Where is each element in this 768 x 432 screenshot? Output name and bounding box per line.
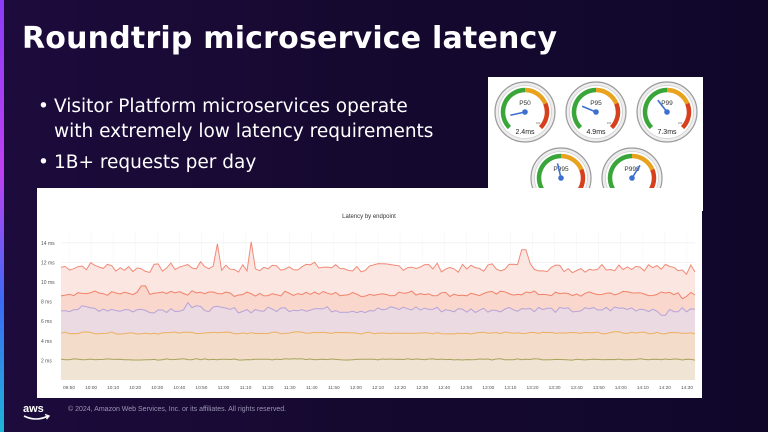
gauge-scale-max: 100 <box>607 121 612 125</box>
latency-chart-panel: Latency by endpoint 2 ms 4 ms 6 ms 8 ms 10 m… <box>37 188 702 398</box>
gauge-hub <box>593 109 599 115</box>
slide-title: Roundtrip microservice latency <box>22 21 558 56</box>
bullet-list: Visitor Platform microservices operate w… <box>38 94 433 181</box>
gauge-band <box>595 87 619 105</box>
bullet-item: Visitor Platform microservices operate w… <box>38 94 433 144</box>
gauge-scale-max: 100 <box>536 121 541 125</box>
gauge-value: 2.4ms <box>515 129 535 136</box>
x-tick-label: 10:00 <box>85 385 97 391</box>
x-tick-label: 11:50 <box>328 385 340 391</box>
x-tick-label: 13:20 <box>526 385 538 391</box>
gauge-value: 7.3ms <box>657 129 677 136</box>
x-tick-label: 11:00 <box>218 385 230 391</box>
gauge-band <box>680 102 692 130</box>
gauge-band <box>631 153 655 171</box>
x-tick-label: 14:20 <box>659 385 671 391</box>
y-tick-label: 12 ms <box>41 260 55 266</box>
gauge-band <box>524 87 548 105</box>
gauge-p95: P95 100 4.9ms <box>565 81 627 143</box>
bullet-text: 1B+ requests per day <box>54 152 257 173</box>
x-tick-label: 14:10 <box>637 385 649 391</box>
gauge-band <box>560 153 584 171</box>
x-tick-label: 10:50 <box>195 385 207 391</box>
gauge-label: P50 <box>519 100 531 107</box>
x-tick-label: 13:40 <box>571 385 583 391</box>
gauge-hub <box>522 109 528 115</box>
x-tick-label: 12:50 <box>460 385 472 391</box>
bullet-item: 1B+ requests per day <box>38 150 433 175</box>
series-line-endpoint-4 <box>60 331 696 335</box>
gauge-value: 4.9ms <box>586 129 606 136</box>
gauge-scale-max: 100 <box>678 121 683 125</box>
gauge-hub <box>558 175 564 181</box>
x-tick-label: 12:30 <box>416 385 428 391</box>
gauge-band <box>666 87 690 105</box>
gauge-label: P999 <box>624 166 640 173</box>
y-tick-label: 10 ms <box>41 280 55 286</box>
x-tick-label: 12:40 <box>438 385 450 391</box>
gauge-hub <box>629 175 635 181</box>
gauge-hub <box>664 109 670 115</box>
x-tick-label: 09:50 <box>63 385 75 391</box>
gauge-p50: P50 100 2.4ms <box>494 81 556 143</box>
x-tick-label: 13:30 <box>549 385 561 391</box>
y-tick-label: 14 ms <box>41 241 55 247</box>
copyright-footer: © 2024, Amazon Web Services, Inc. or its… <box>68 406 287 413</box>
x-tick-label: 12:20 <box>394 385 406 391</box>
latency-chart: Latency by endpoint 2 ms 4 ms 6 ms 8 ms 10 m… <box>41 214 696 391</box>
bullet-text: Visitor Platform microservices operate w… <box>54 96 434 142</box>
series-area-endpoint-5 <box>61 358 695 380</box>
x-tick-label: 11:40 <box>306 385 318 391</box>
chart-title: Latency by endpoint <box>342 214 396 220</box>
y-tick-label: 6 ms <box>41 319 52 325</box>
x-tick-label: 13:10 <box>504 385 516 391</box>
x-tick-label: 11:30 <box>284 385 296 391</box>
x-tick-label: 10:10 <box>107 385 119 391</box>
y-tick-label: 8 ms <box>41 300 52 306</box>
y-tick-label: 2 ms <box>41 358 52 364</box>
series-line-endpoint-3 <box>60 301 696 316</box>
x-tick-label: 10:40 <box>173 385 185 391</box>
x-tick-label: 11:20 <box>262 385 274 391</box>
x-tick-label: 14:30 <box>681 385 693 391</box>
left-accent-bar <box>0 0 4 432</box>
gauge-band <box>538 102 550 130</box>
y-tick-label: 4 ms <box>41 339 52 345</box>
gauge-band <box>571 87 597 130</box>
aws-logo-text: aws <box>23 403 44 415</box>
x-tick-label: 13:50 <box>593 385 605 391</box>
series-line-endpoint-2 <box>60 285 696 300</box>
series-line-endpoint-5 <box>60 358 696 361</box>
gauge-label: P99 <box>661 100 673 107</box>
gauge-label: P95 <box>590 100 602 107</box>
x-tick-label: 10:20 <box>129 385 141 391</box>
x-tick-label: 11:10 <box>240 385 252 391</box>
gauge-label: P995 <box>553 166 569 173</box>
x-tick-label: 10:30 <box>151 385 163 391</box>
aws-logo: aws <box>23 403 51 420</box>
gauge-p99: P99 100 7.3ms <box>636 81 698 143</box>
x-tick-label: 12:00 <box>350 385 362 391</box>
gauge-band <box>609 102 621 130</box>
x-tick-label: 12:10 <box>372 385 384 391</box>
x-tick-label: 14:00 <box>615 385 627 391</box>
gauge-band <box>642 87 668 130</box>
x-tick-label: 13:00 <box>482 385 494 391</box>
gauge-band <box>500 87 526 130</box>
series-line-endpoint-1 <box>60 241 696 276</box>
